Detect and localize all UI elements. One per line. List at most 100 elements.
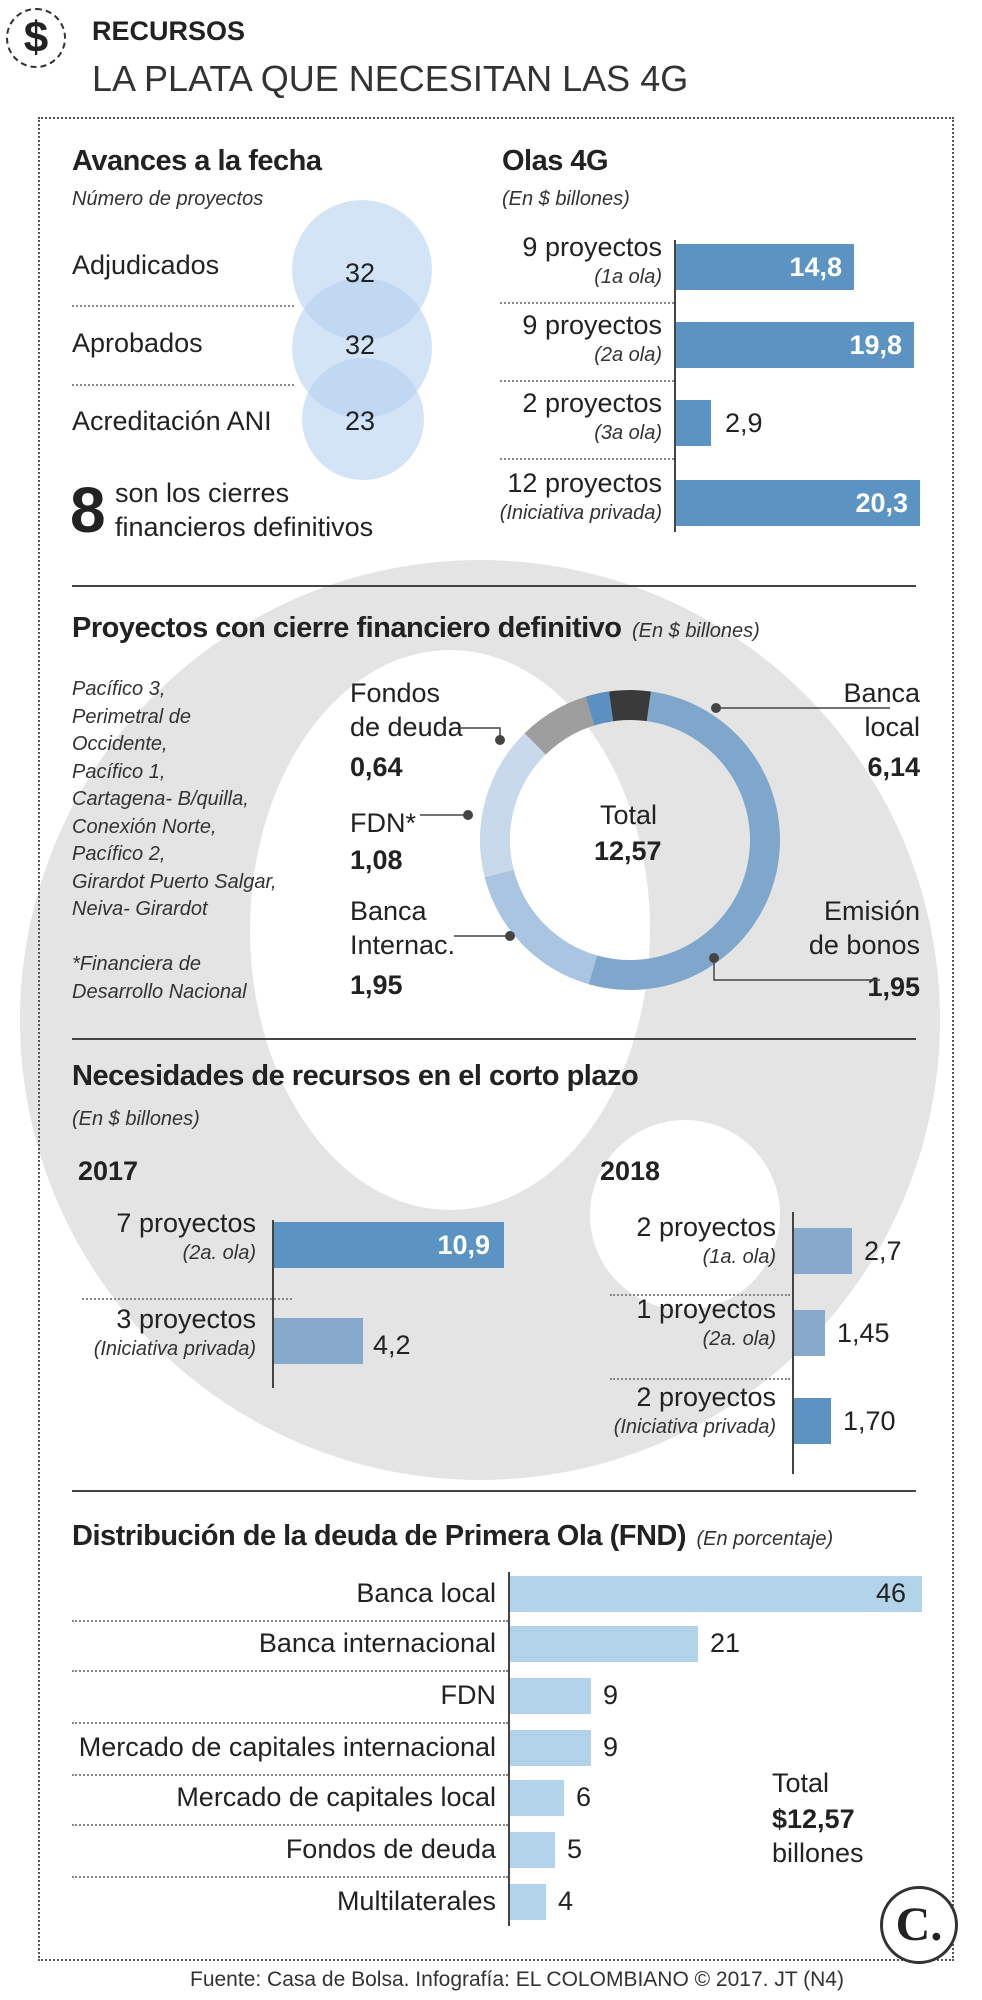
olas-value: 19,8 [849, 330, 902, 360]
year-2018: 2018 [600, 1156, 661, 1186]
dist-value: 4 [558, 1886, 574, 1916]
footnote-line1: *Financiera de [72, 953, 201, 975]
dist-divider [72, 1722, 508, 1724]
nec2017-sub: (2a. ola) [182, 1242, 256, 1264]
distribucion-total-label: Total [772, 1768, 830, 1798]
dist-value: 21 [710, 1628, 741, 1658]
nec2018-bar [794, 1228, 852, 1274]
dist-divider [72, 1774, 508, 1776]
nec2018-sub: (Iniciativa privada) [613, 1416, 776, 1438]
nec2018-label: 2 proyectos [636, 1382, 776, 1412]
avances-value-0: 32 [345, 258, 376, 288]
content-frame [38, 117, 954, 1961]
dist-bar [510, 1730, 591, 1766]
donut-slice-banca-internac [480, 733, 546, 878]
dist-bar [510, 1626, 698, 1662]
dist-divider [72, 1876, 508, 1878]
dist-value: 9 [603, 1732, 619, 1762]
axis-2017 [272, 1220, 274, 1388]
nec2017-value: 10,9 [437, 1230, 490, 1260]
cierres-line2: financieros definitivos [115, 512, 374, 542]
avances-label-0: Adjudicados [72, 250, 220, 280]
footer-source: Fuente: Casa de Bolsa. Infografía: EL CO… [190, 1968, 844, 1991]
project-item: Pacífico 3, [72, 678, 166, 700]
donut-chart [480, 690, 780, 990]
olas-label: 9 proyectos [522, 232, 662, 262]
nec2017-bar [274, 1222, 504, 1268]
olas-sub: (Iniciativa privada) [499, 502, 662, 524]
olas-sub: (2a ola) [594, 344, 662, 366]
distribucion-axis [508, 1572, 510, 1926]
olas-axis [674, 240, 676, 532]
dist-label: Banca local [356, 1578, 496, 1608]
nec2018-divider [610, 1294, 790, 1296]
nec2017-value: 4,2 [373, 1330, 411, 1360]
page-title: LA PLATA QUE NECESITAN LAS 4G [92, 58, 689, 99]
dist-divider [72, 1670, 508, 1672]
fdn-value: 1,08 [350, 845, 403, 875]
distribucion-title: Distribución de la deuda de Primera Ola … [72, 1520, 833, 1553]
bonos-label-1: Emisión [823, 896, 920, 926]
cierres-number: 8 [70, 474, 106, 546]
cierre-title: Proyectos con cierre financiero definiti… [72, 612, 760, 645]
olas-title: Olas 4G [502, 145, 609, 177]
watermark-inner [250, 650, 650, 1210]
dist-label: Mercado de capitales local [176, 1782, 496, 1812]
avances-label-2: Acreditación ANI [72, 406, 272, 436]
blocal-value: 6,14 [867, 752, 920, 782]
project-item: Occidente, [72, 733, 168, 755]
dist-label: Banca internacional [258, 1628, 496, 1658]
nec2017-label: 7 proyectos [116, 1208, 256, 1238]
olas-subtitle: (En $ billones) [502, 188, 630, 210]
distribucion-subtitle: (En porcentaje) [696, 1528, 834, 1550]
header-kicker: RECURSOS [92, 16, 246, 46]
cierre-subtitle: (En $ billones) [631, 620, 760, 642]
olas-bar [676, 322, 914, 368]
olas-sub: (1a ola) [594, 266, 662, 288]
bint-label-1: Banca [350, 896, 427, 926]
dist-value: 5 [567, 1834, 583, 1864]
nec2017-divider [82, 1298, 292, 1300]
necesidades-title: Necesidades de recursos en el corto plaz… [72, 1060, 639, 1093]
fondos-value: 0,64 [350, 752, 403, 782]
olas-value: 14,8 [789, 252, 842, 282]
dist-value: 6 [576, 1782, 592, 1812]
distribucion-title-text: Distribución de la deuda de Primera Ola … [72, 1520, 687, 1552]
project-item: Pacífico 2, [72, 843, 166, 865]
year-2017: 2017 [78, 1156, 139, 1186]
dist-bar [510, 1678, 591, 1714]
olas-divider [500, 380, 674, 382]
necesidades-title-rest: en el corto plazo [410, 1060, 639, 1092]
bint-label-2: Internac. [350, 930, 456, 960]
nec2018-bar [794, 1398, 831, 1444]
fondos-label-2: de deuda [350, 712, 463, 742]
nec2018-value: 1,45 [837, 1318, 890, 1348]
avances-subtitle: Número de proyectos [72, 188, 264, 210]
avances-value-2: 23 [345, 406, 376, 436]
watermark-notch [590, 1120, 780, 1310]
olas-divider [500, 302, 674, 304]
olas-value: 2,9 [725, 408, 763, 438]
avances-label-1: Aprobados [72, 328, 203, 358]
nec2018-sub: (1a. ola) [702, 1246, 776, 1268]
olas-bar [676, 244, 854, 290]
nec2017-sub: (Iniciativa privada) [93, 1338, 256, 1360]
bint-value: 1,95 [350, 970, 403, 1000]
project-item: Girardot Puerto Salgar, [72, 870, 277, 893]
olas-value: 20,3 [855, 488, 908, 518]
el-colombiano-logo-icon: C. [880, 1886, 958, 1964]
distribucion-total-unit: billones [772, 1838, 864, 1868]
dist-value: 9 [603, 1680, 619, 1710]
nec2018-label: 1 proyectos [636, 1294, 776, 1324]
footnote: *Financiera de Desarrollo Nacional [72, 950, 247, 1006]
dist-label: Multilaterales [336, 1886, 496, 1916]
dist-bar [510, 1884, 546, 1920]
fdn-label: FDN* [350, 808, 416, 838]
dist-bar [510, 1576, 922, 1612]
donut-slice-bonos [484, 869, 598, 985]
project-item: Pacífico 1, [72, 760, 166, 783]
dist-divider [72, 1620, 508, 1622]
avances-divider [72, 384, 294, 386]
donut-total-value: 12,57 [594, 836, 662, 866]
donut-total-label: Total [600, 800, 658, 830]
